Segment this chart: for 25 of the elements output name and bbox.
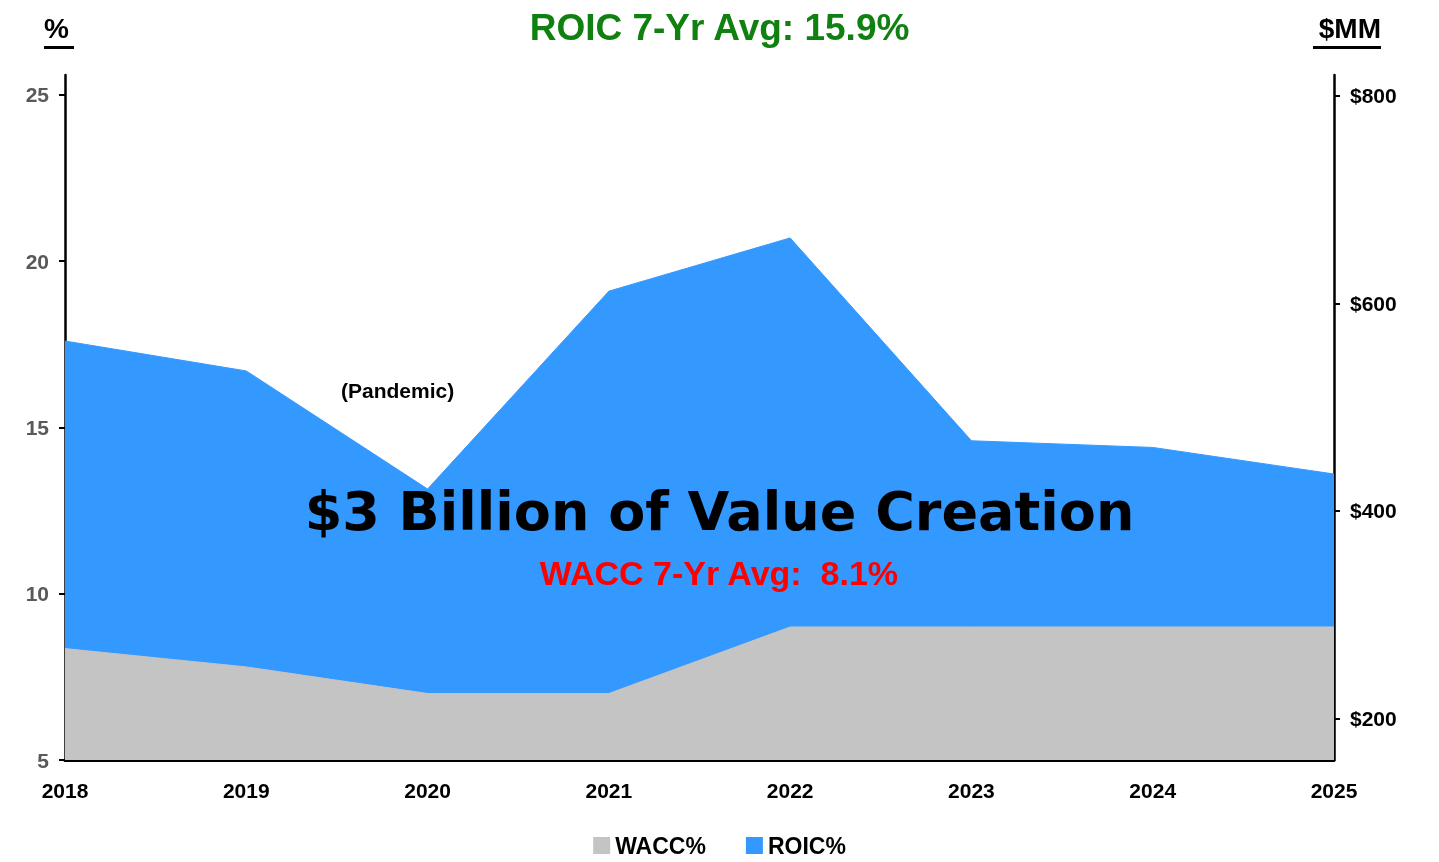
annotation: WACC 7-Yr Avg: 8.1% <box>539 554 899 592</box>
chart-title: ROIC 7-Yr Avg: 15.9% <box>529 7 910 48</box>
legend-label: WACC% <box>615 832 706 859</box>
y2-tick-label: $800 <box>1350 84 1397 108</box>
x-tick-label: 2025 <box>1310 779 1358 802</box>
y-tick-label: 15 <box>25 415 50 439</box>
y-tick-label: 5 <box>37 748 50 772</box>
annotation: (Pandemic) <box>341 379 455 402</box>
x-tick-label: 2022 <box>766 779 814 802</box>
y-tick-label: 20 <box>25 249 49 273</box>
y-tick-label: 25 <box>25 83 50 107</box>
x-tick-label: 2018 <box>41 779 89 802</box>
annotation: $3 Billion of Value Creation <box>304 479 1135 543</box>
y2-axis-title: $MM <box>1318 12 1382 44</box>
x-tick-label: 2024 <box>1129 779 1177 802</box>
x-tick-label: 2020 <box>404 779 451 802</box>
x-tick-label: 2021 <box>585 779 633 802</box>
y-tick-label: 10 <box>25 582 49 606</box>
y2-tick-label: $600 <box>1350 291 1397 315</box>
x-tick-label: 2019 <box>222 779 270 802</box>
x-tick-label: 2023 <box>948 779 995 802</box>
y2-tick-label: $400 <box>1350 499 1397 523</box>
legend-label: ROIC% <box>767 832 846 859</box>
y-axis-title: % <box>44 12 69 44</box>
y2-tick-label: $200 <box>1350 706 1397 730</box>
